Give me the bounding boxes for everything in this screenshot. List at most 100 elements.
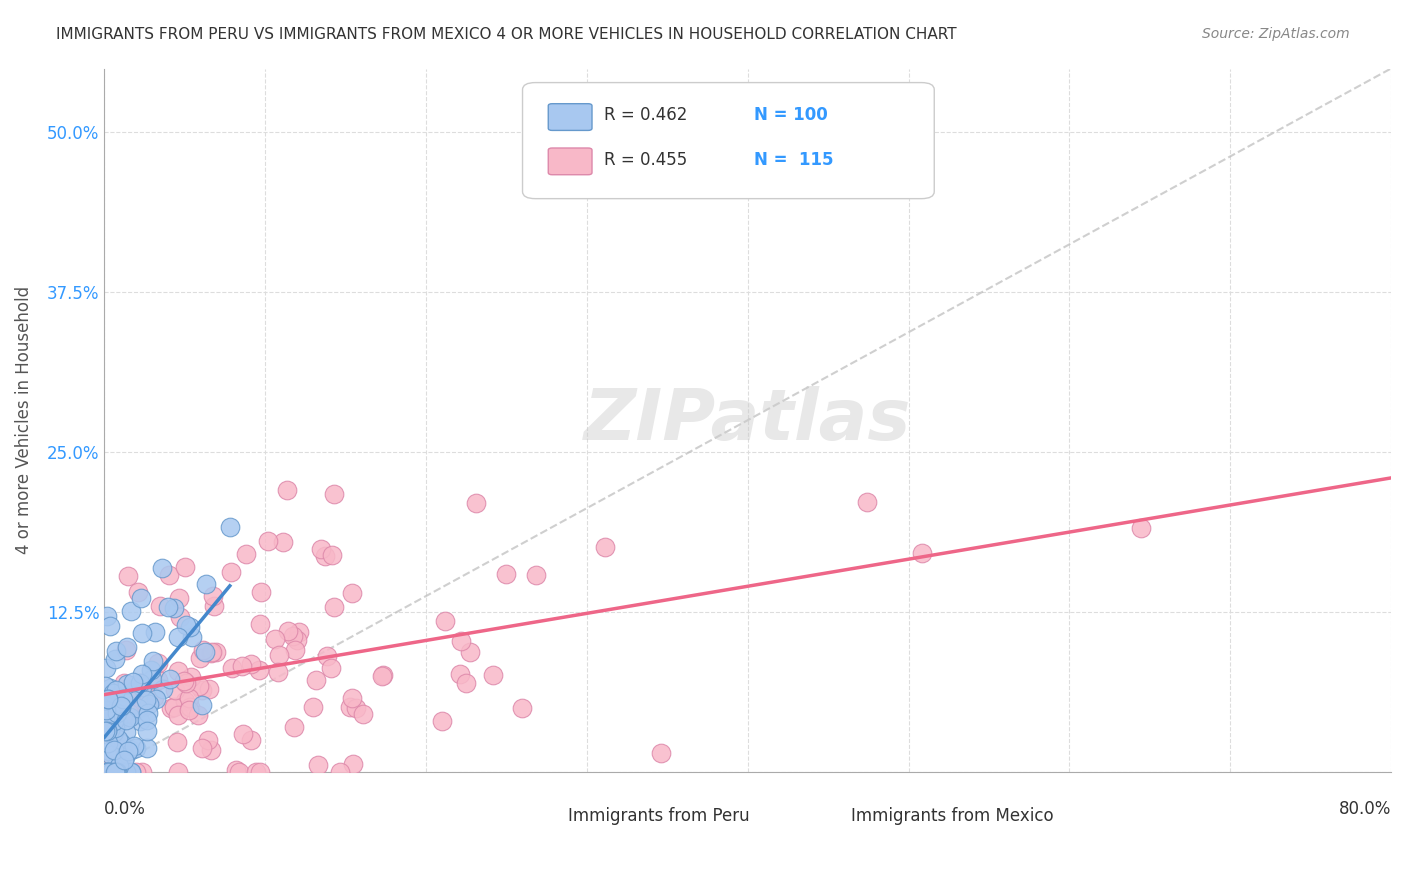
Point [117, 568, 139, 582]
Point [454, 676, 477, 690]
Point [309, 541, 332, 556]
Point [103, 764, 125, 779]
Point [96, 609, 118, 624]
Point [221, 661, 243, 675]
Point [202, 589, 225, 603]
Point [371, 667, 394, 681]
Point [450, 633, 472, 648]
Point [283, 720, 305, 734]
Point [179, 620, 201, 634]
Point [98, 743, 121, 757]
Point [115, 640, 138, 654]
Point [321, 661, 343, 675]
Point [120, 604, 142, 618]
Point [136, 723, 159, 738]
Point [94, 691, 117, 706]
Point [120, 742, 142, 756]
Point [136, 706, 159, 721]
Point [194, 577, 217, 591]
Point [458, 645, 481, 659]
Text: N =  115: N = 115 [754, 151, 834, 169]
Point [200, 647, 222, 661]
Point [329, 764, 352, 779]
Point [117, 744, 139, 758]
Point [434, 615, 457, 629]
Point [190, 651, 212, 665]
Point [276, 483, 298, 497]
Point [114, 764, 136, 779]
Point [180, 630, 202, 644]
Point [267, 665, 290, 679]
Point [97, 692, 120, 706]
Point [115, 725, 138, 739]
Point [131, 764, 153, 779]
FancyBboxPatch shape [523, 83, 934, 199]
Point [174, 560, 197, 574]
Point [98, 681, 121, 696]
Point [114, 750, 136, 764]
Point [187, 708, 209, 723]
Point [120, 764, 142, 779]
Point [112, 753, 135, 767]
Point [232, 726, 254, 740]
Point [96, 757, 118, 772]
Point [156, 599, 179, 614]
Point [167, 630, 190, 644]
Point [120, 687, 142, 701]
Point [125, 740, 148, 755]
Point [650, 746, 672, 760]
Point [136, 713, 159, 727]
Point [129, 675, 152, 690]
Point [352, 707, 374, 722]
Point [96, 723, 118, 738]
Point [340, 585, 363, 599]
Point [96, 724, 118, 739]
Point [150, 561, 173, 575]
Point [111, 691, 134, 706]
Point [180, 670, 202, 684]
Point [342, 757, 364, 772]
Point [97, 764, 120, 779]
Text: Immigrants from Mexico: Immigrants from Mexico [851, 806, 1053, 824]
Point [219, 566, 242, 580]
Point [104, 764, 127, 779]
Point [173, 674, 195, 689]
Point [512, 701, 534, 715]
Point [115, 643, 138, 657]
Point [111, 764, 134, 779]
Point [101, 686, 124, 700]
Point [104, 644, 127, 658]
Point [167, 708, 190, 723]
Point [138, 697, 160, 711]
Point [104, 760, 127, 774]
Point [247, 663, 270, 677]
Point [169, 591, 191, 606]
Point [97, 692, 120, 706]
Text: IMMIGRANTS FROM PERU VS IMMIGRANTS FROM MEXICO 4 OR MORE VEHICLES IN HOUSEHOLD C: IMMIGRANTS FROM PERU VS IMMIGRANTS FROM … [56, 27, 957, 42]
Point [110, 699, 132, 714]
Point [177, 703, 200, 717]
Point [167, 664, 190, 678]
Point [249, 764, 271, 779]
Point [257, 533, 280, 548]
Point [239, 657, 262, 671]
Point [110, 684, 132, 698]
Text: Immigrants from Peru: Immigrants from Peru [568, 806, 749, 824]
Point [97, 764, 120, 779]
Text: R = 0.462: R = 0.462 [603, 106, 688, 124]
Point [856, 495, 879, 509]
Point [191, 643, 214, 657]
Point [160, 701, 183, 715]
Point [342, 690, 364, 705]
Point [105, 706, 128, 720]
Point [271, 535, 294, 549]
Point [174, 676, 197, 690]
Point [111, 739, 134, 754]
Point [339, 700, 361, 714]
Point [98, 726, 121, 740]
Point [114, 713, 136, 727]
Point [143, 690, 166, 705]
Point [136, 741, 159, 756]
Point [145, 624, 167, 639]
Point [250, 584, 273, 599]
